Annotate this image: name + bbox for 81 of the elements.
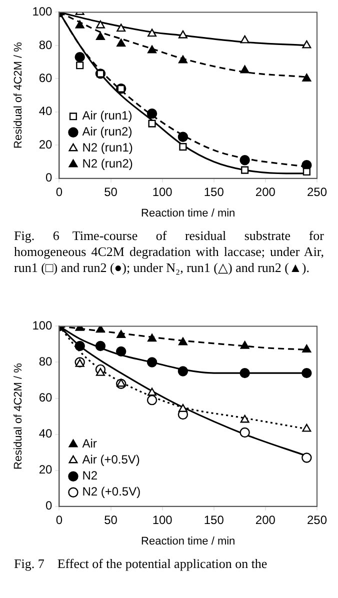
x-axis-title: Reaction time / min (141, 535, 236, 548)
point (178, 404, 188, 412)
point (96, 20, 105, 28)
x-tick-label: 200 (255, 512, 276, 527)
y-tick-label: 20 (38, 137, 53, 152)
point (240, 368, 250, 378)
legend-label: Air (run1) (82, 108, 132, 123)
x-tick-label: 150 (204, 512, 224, 527)
y-tick-label: 40 (38, 426, 53, 441)
legend-label: N2 (run2) (82, 156, 133, 171)
point (240, 427, 250, 438)
point (95, 340, 106, 352)
y-tick-label: 0 (46, 170, 53, 185)
legend-label: Air (run2) (82, 124, 132, 139)
point (148, 334, 157, 342)
point (179, 143, 187, 151)
caption: Fig. 7 Effect of the potential application on the (14, 556, 268, 572)
x-tick-label: 0 (56, 184, 63, 199)
legend-label: N2 (+0.5V) (82, 484, 141, 499)
point (96, 368, 105, 376)
point (302, 168, 310, 176)
x-tick-label: 150 (204, 184, 224, 199)
point (146, 394, 158, 406)
point (241, 166, 249, 174)
point (146, 357, 158, 368)
y-tick-label: 100 (32, 318, 53, 333)
x-tick-label: 0 (56, 512, 63, 527)
point (148, 388, 157, 396)
x-tick-label: 250 (306, 184, 328, 199)
legend-label: N2 (82, 468, 98, 483)
point (302, 452, 312, 463)
y-axis-title: Residual of 4C2M / % (12, 42, 25, 148)
point (178, 30, 188, 38)
point (96, 32, 105, 40)
point (116, 330, 126, 338)
x-tick-label: 250 (306, 512, 328, 527)
y-tick-label: 60 (38, 390, 53, 405)
point (178, 337, 188, 346)
point (178, 132, 188, 142)
point (74, 340, 85, 352)
point (146, 108, 158, 119)
y-tick-label: 80 (38, 38, 53, 52)
point (302, 74, 312, 82)
x-tick-label: 100 (152, 512, 173, 527)
point (148, 45, 157, 54)
x-tick-label: 100 (152, 184, 173, 199)
point (240, 155, 250, 166)
point (240, 35, 250, 44)
y-tick-label: 100 (32, 4, 53, 19)
x-tick-label: 50 (104, 184, 118, 199)
x-tick-label: 50 (104, 512, 118, 527)
y-tick-label: 60 (38, 70, 53, 85)
caption: Fig. 6 Time-course of residual substrate for homogeneous 4C2M degradation with laccase; under Air, run1 (□) and run2 (●); under N₂, run1 (△) and run2 (▲). (14, 228, 324, 276)
point (116, 24, 126, 32)
x-tick-label: 200 (255, 184, 276, 199)
point (75, 20, 84, 28)
legend-label: Air (+0.5V) (82, 452, 140, 467)
point (240, 340, 250, 349)
point (240, 65, 250, 74)
y-axis-title: Residual of 4C2M / % (12, 362, 25, 470)
y-tick-label: 40 (38, 104, 53, 118)
point (178, 366, 188, 376)
point (74, 52, 85, 62)
point (96, 326, 105, 333)
point (302, 344, 312, 352)
point (116, 346, 126, 357)
y-tick-label: 20 (38, 462, 53, 477)
x-axis-title: Reaction time / min (141, 207, 236, 220)
point (148, 120, 156, 128)
point (148, 28, 157, 37)
point (178, 55, 188, 64)
point (302, 368, 312, 378)
point (240, 414, 250, 423)
legend-label: Air (82, 436, 97, 451)
legend-label: N2 (run1) (82, 140, 133, 155)
point (302, 40, 312, 48)
y-tick-label: 0 (46, 498, 53, 513)
point (76, 62, 84, 70)
point (302, 424, 312, 432)
y-tick-label: 80 (38, 354, 53, 369)
point (116, 38, 126, 47)
